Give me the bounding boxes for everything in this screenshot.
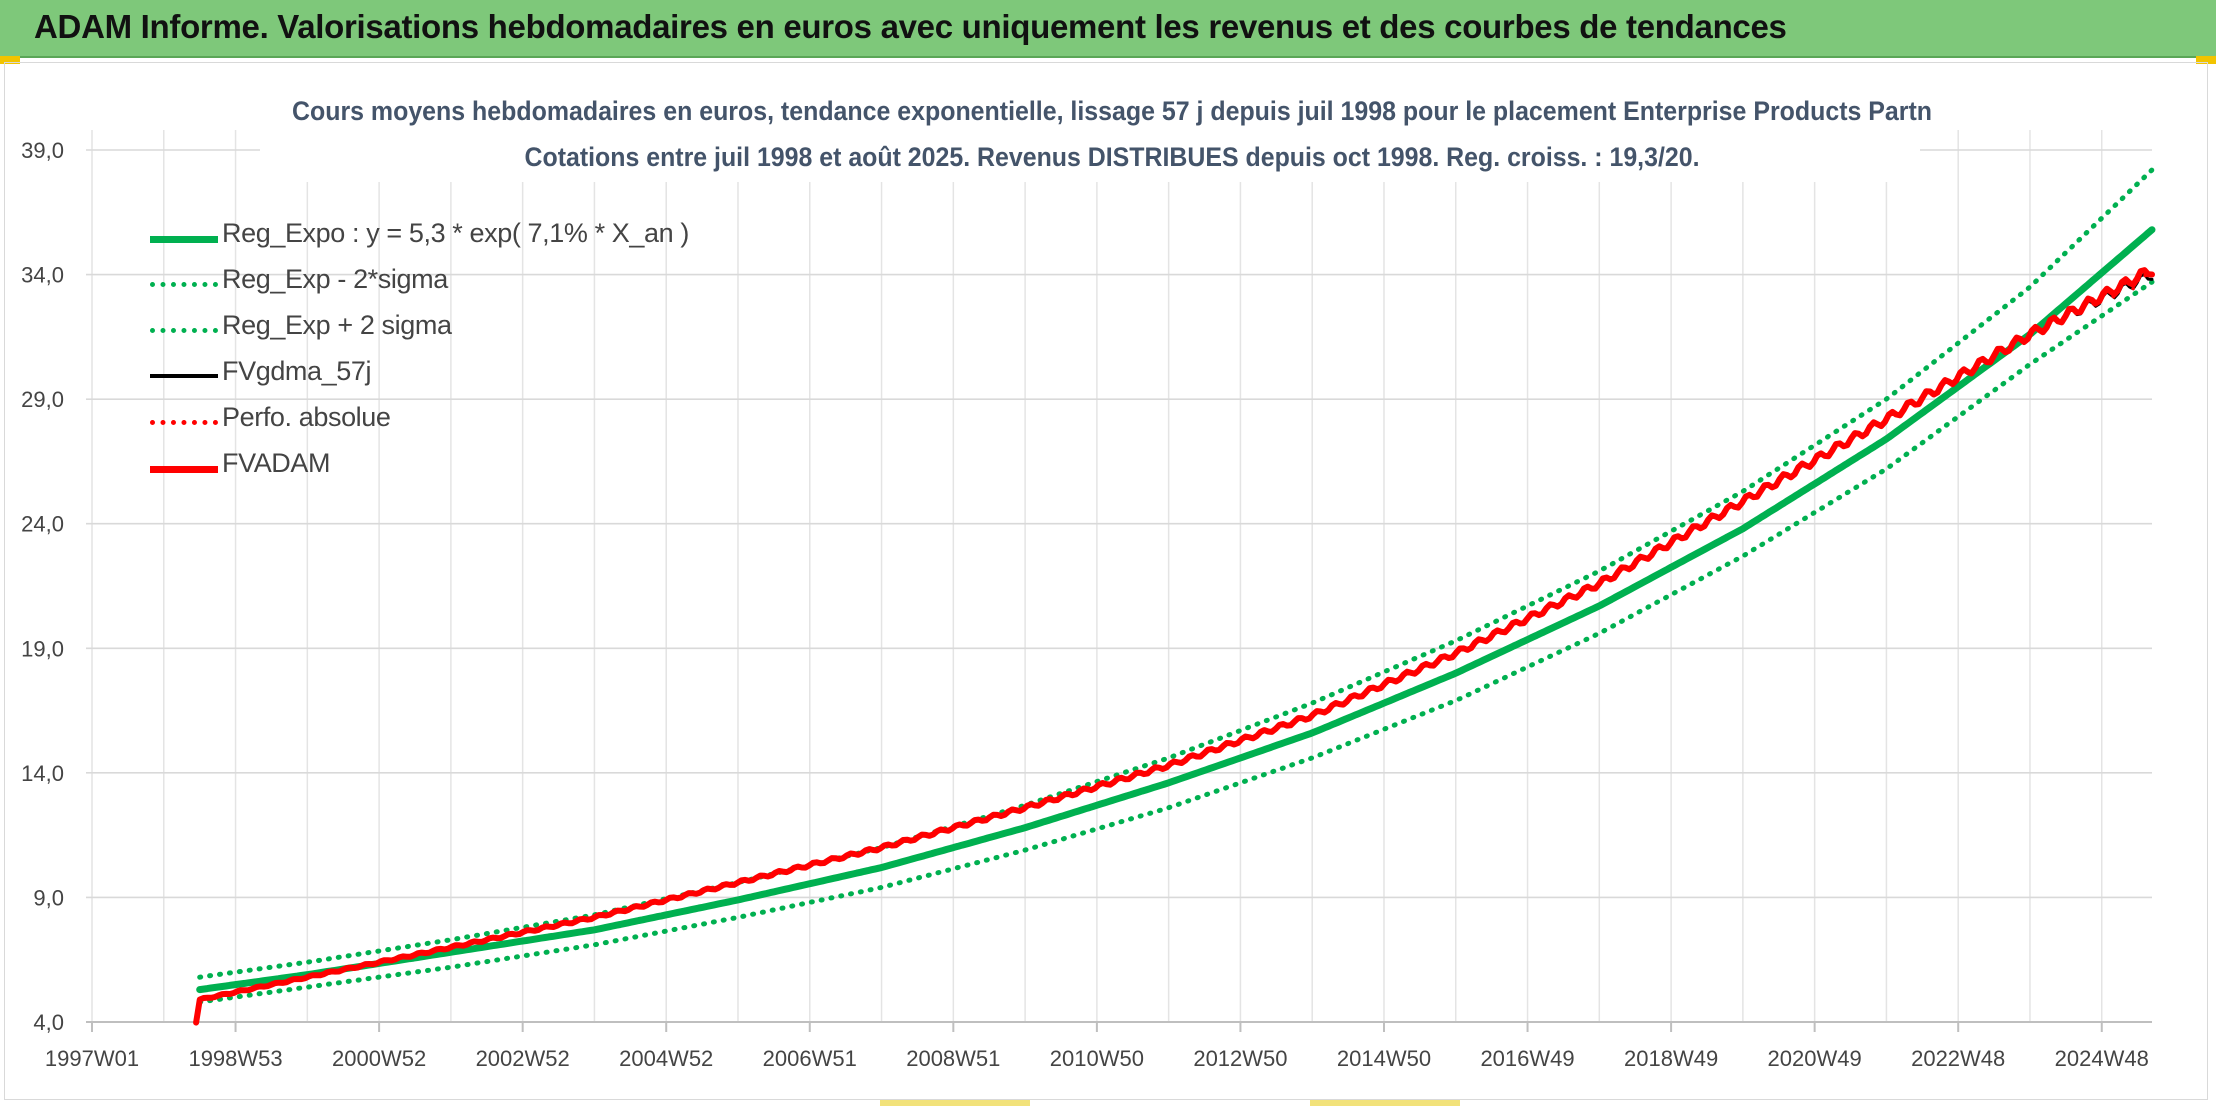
corner-marker-right [2196,56,2216,64]
chart-frame [4,62,2208,1100]
x-tick-label: 2018W49 [1624,1046,1718,1071]
x-tick-label: 2006W51 [763,1046,857,1071]
x-tick-label: 1998W53 [188,1046,282,1071]
series-line [198,273,2154,1002]
series-line [198,273,2154,1002]
x-tick-label: 2002W52 [476,1046,570,1071]
x-tick-label: 2014W50 [1337,1046,1431,1071]
x-tick-label: 1997W01 [45,1046,139,1071]
x-tick-label: 2024W48 [2055,1046,2149,1071]
bottom-marker-2 [1310,1100,1460,1106]
y-tick-label: 4,0 [33,1010,64,1035]
x-tick-label: 2010W50 [1050,1046,1144,1071]
chart-subtitle: Cotations entre juil 1998 et août 2025. … [525,142,1700,172]
x-tick-label: 2020W49 [1768,1046,1862,1071]
legend-label: Perfo. absolue [222,402,391,432]
series-line [197,279,2155,1005]
y-tick-label: 19,0 [21,636,64,661]
x-tick-label: 2000W52 [332,1046,426,1071]
x-tick-label: 2008W51 [906,1046,1000,1071]
y-tick-label: 24,0 [21,512,64,537]
chart-title: Cours moyens hebdomadaires en euros, ten… [292,96,1932,126]
corner-marker-left [0,56,20,64]
legend-label: Reg_Exp - 2*sigma [222,264,448,294]
header-banner: ADAM Informe. Valorisations hebdomadaire… [0,0,2216,58]
title-backdrop [260,82,1920,182]
x-tick-label: 2004W52 [619,1046,713,1071]
y-tick-label: 9,0 [33,885,64,910]
legend-label: Reg_Expo : y = 5,3 * exp( 7,1% * X_an ) [222,218,689,248]
legend-label: FVADAM [222,448,331,478]
y-tick-label: 39,0 [21,138,64,163]
series-line [197,167,2155,980]
legend-swatch [150,374,218,378]
y-tick-label: 14,0 [21,761,64,786]
legend-swatch [150,236,218,243]
x-tick-label: 2016W49 [1480,1046,1574,1071]
x-tick-label: 2022W48 [1911,1046,2005,1071]
legend-label: Reg_Exp + 2 sigma [222,310,452,340]
y-tick-label: 29,0 [21,387,64,412]
series-line [196,226,2156,994]
legend-swatch [150,328,218,333]
bottom-marker [880,1100,1030,1106]
x-tick-label: 2012W50 [1193,1046,1287,1071]
y-tick-label: 34,0 [21,263,64,288]
legend-swatch [150,466,218,473]
series-line [193,267,2155,1026]
legend-swatch [150,420,218,425]
legend-label: FVgdma_57j [222,356,372,386]
legend-swatch [150,282,218,287]
report-title: ADAM Informe. Valorisations hebdomadaire… [34,8,1787,45]
